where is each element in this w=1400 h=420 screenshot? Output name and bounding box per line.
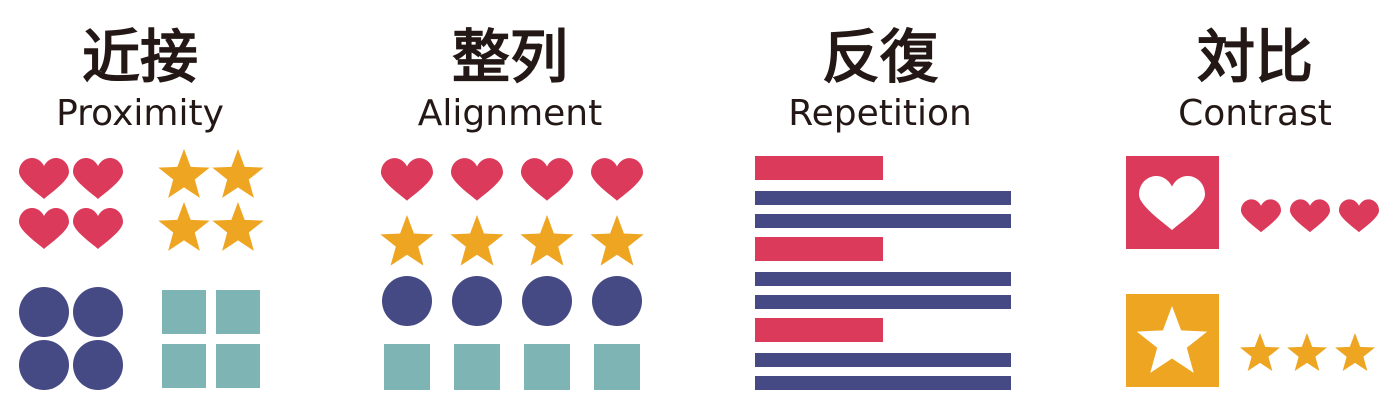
panel-title-jp: 対比	[1196, 23, 1313, 91]
stripe-bar	[755, 318, 883, 342]
panel-title-en: Alignment	[417, 93, 603, 134]
star-icon	[450, 215, 504, 266]
heart-icon	[381, 158, 433, 201]
heart-icon	[521, 158, 573, 201]
heart-icon	[19, 208, 69, 249]
panel-repetition: 反復 Repetition	[740, 0, 1020, 420]
square-icon	[524, 344, 570, 390]
star-icon	[158, 202, 210, 251]
square-icon	[594, 344, 640, 390]
stripe-bar	[755, 237, 883, 261]
circle-icon	[452, 276, 502, 326]
circle-icon	[592, 276, 642, 326]
circle-icon	[522, 276, 572, 326]
panel-title-en: Repetition	[788, 93, 972, 134]
heart-icon	[451, 158, 503, 201]
stripe-bar	[755, 156, 883, 180]
panel-title-en: Proximity	[56, 93, 224, 134]
panel-alignment: 整列 Alignment	[370, 0, 650, 420]
circle-icon	[73, 340, 123, 390]
heart-icon	[1290, 199, 1330, 233]
star-icon	[158, 149, 210, 198]
stripe-bar	[755, 353, 1011, 367]
circle-icon	[19, 287, 69, 337]
heart-icon	[73, 208, 123, 249]
star-icon	[590, 215, 644, 266]
square-icon	[216, 344, 260, 388]
stripe-bar	[755, 214, 1011, 228]
star-icon	[1240, 333, 1280, 371]
star-icon	[1287, 333, 1327, 371]
panel-contrast: 対比 Contrast	[1115, 0, 1395, 420]
heart-icon	[19, 158, 69, 199]
heart-icon	[1241, 199, 1281, 233]
circle-icon	[382, 276, 432, 326]
stripe-bar	[755, 272, 1011, 286]
star-icon	[1136, 306, 1208, 373]
heart-icon	[1339, 199, 1379, 233]
star-icon	[212, 149, 264, 198]
stripe-bar	[755, 295, 1011, 309]
square-icon	[162, 290, 206, 334]
panel-title-en: Contrast	[1178, 93, 1332, 134]
star-icon	[212, 202, 264, 251]
stripe-bar	[755, 376, 1011, 390]
star-icon	[380, 215, 434, 266]
star-icon	[520, 215, 574, 266]
stripe-bar	[755, 191, 1011, 205]
square-icon	[454, 344, 500, 390]
heart-icon	[73, 158, 123, 199]
star-icon	[1335, 333, 1375, 371]
panel-title-jp: 整列	[451, 23, 568, 91]
circle-icon	[19, 340, 69, 390]
heart-icon	[1139, 175, 1205, 231]
square-icon	[162, 344, 206, 388]
square-icon	[384, 344, 430, 390]
panel-title-jp: 近接	[81, 23, 198, 91]
heart-icon	[591, 158, 643, 201]
square-icon	[216, 290, 260, 334]
panel-title-jp: 反復	[821, 23, 938, 91]
panel-proximity: 近接 Proximity	[0, 0, 280, 420]
circle-icon	[73, 287, 123, 337]
